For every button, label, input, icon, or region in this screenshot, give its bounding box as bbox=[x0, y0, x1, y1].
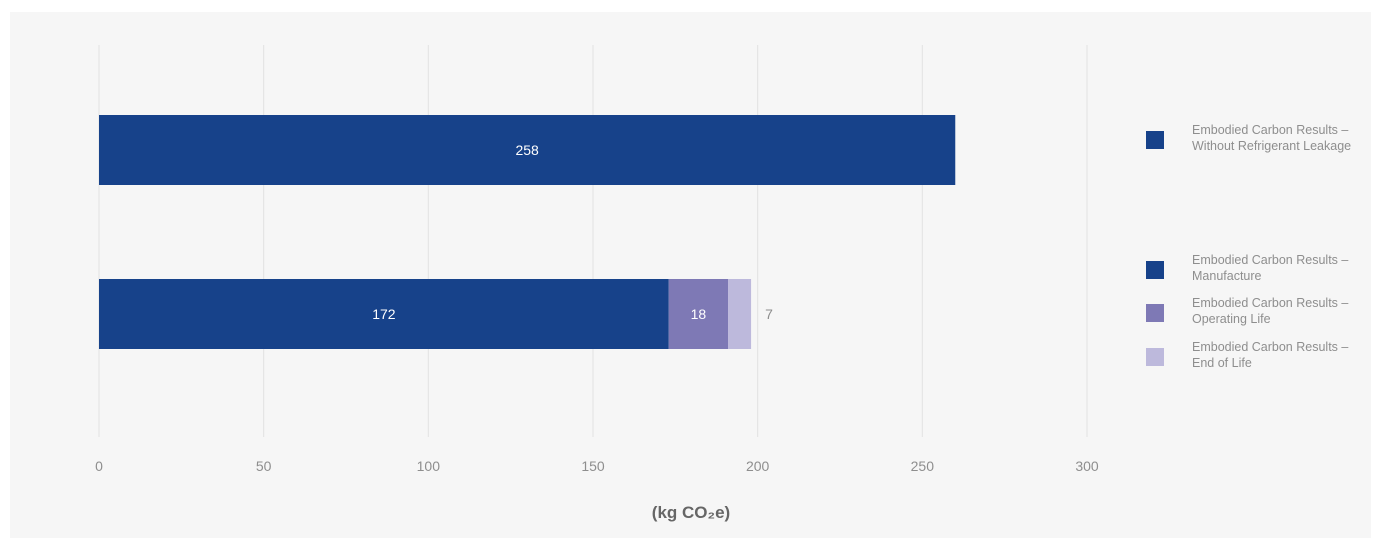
bar-segment bbox=[668, 279, 729, 349]
x-tick-label: 300 bbox=[1075, 458, 1099, 474]
bars: 258 172 18 7 bbox=[99, 115, 956, 349]
bar-value-label: 172 bbox=[372, 306, 396, 322]
gridlines bbox=[98, 45, 1088, 437]
bar-value-label: 258 bbox=[515, 142, 539, 158]
bar-segment bbox=[728, 279, 752, 349]
legend-label-end-of-life: Embodied Carbon Results – End of Life bbox=[1192, 340, 1349, 370]
legend-label-without-leakage: Embodied Carbon Results – Without Refrig… bbox=[1192, 123, 1352, 153]
x-tick-label: 50 bbox=[256, 458, 272, 474]
legend-label-manufacture: Embodied Carbon Results – Manufacture bbox=[1192, 253, 1349, 283]
x-tick-label: 250 bbox=[911, 458, 935, 474]
legend-swatch-without-leakage bbox=[1146, 131, 1164, 149]
x-tick-label: 100 bbox=[417, 458, 441, 474]
x-axis-ticks: 0 50 100 150 200 250 300 bbox=[95, 458, 1099, 474]
bar-value-label: 7 bbox=[765, 306, 773, 322]
x-tick-label: 150 bbox=[581, 458, 605, 474]
x-tick-label: 0 bbox=[95, 458, 103, 474]
legend-swatch-manufacture bbox=[1146, 261, 1164, 279]
bar-segment bbox=[99, 279, 669, 349]
bar-segment bbox=[99, 115, 956, 185]
chart-panel: 258 172 18 7 0 50 100 150 200 250 300 (kg CO₂e) E… bbox=[10, 12, 1371, 538]
bar-value-label: 18 bbox=[691, 306, 707, 322]
legend-swatch-end-of-life bbox=[1146, 348, 1164, 366]
x-tick-label: 200 bbox=[746, 458, 770, 474]
legend-label-operating-life: Embodied Carbon Results – Operating Life bbox=[1192, 296, 1349, 326]
legend-swatch-operating-life bbox=[1146, 304, 1164, 322]
x-axis-title: (kg CO₂e) bbox=[652, 503, 730, 522]
bar-chart: 258 172 18 7 0 50 100 150 200 250 300 (kg CO₂e) bbox=[95, 45, 1099, 522]
